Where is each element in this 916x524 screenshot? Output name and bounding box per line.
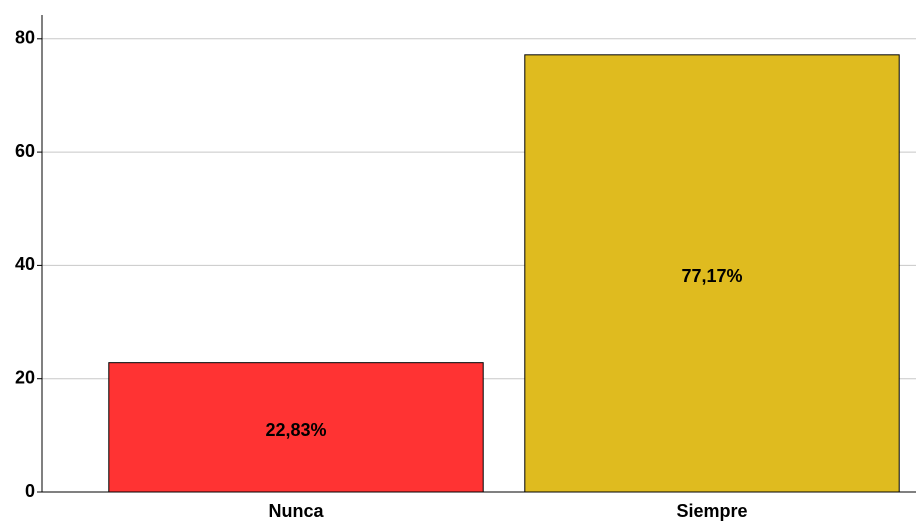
bar [108,362,484,493]
y-tick-label: 60 [15,141,35,161]
x-tick-label: Nunca [268,501,324,521]
y-tick-label: 0 [25,481,35,501]
y-tick-label: 40 [15,254,35,274]
y-tick-label: 80 [15,28,35,48]
data-label: 77,17% [681,266,742,286]
x-tick-label: Siempre [676,501,747,521]
data-label: 22,83% [265,420,326,440]
y-tick-label: 20 [15,367,35,387]
bar [524,54,900,493]
